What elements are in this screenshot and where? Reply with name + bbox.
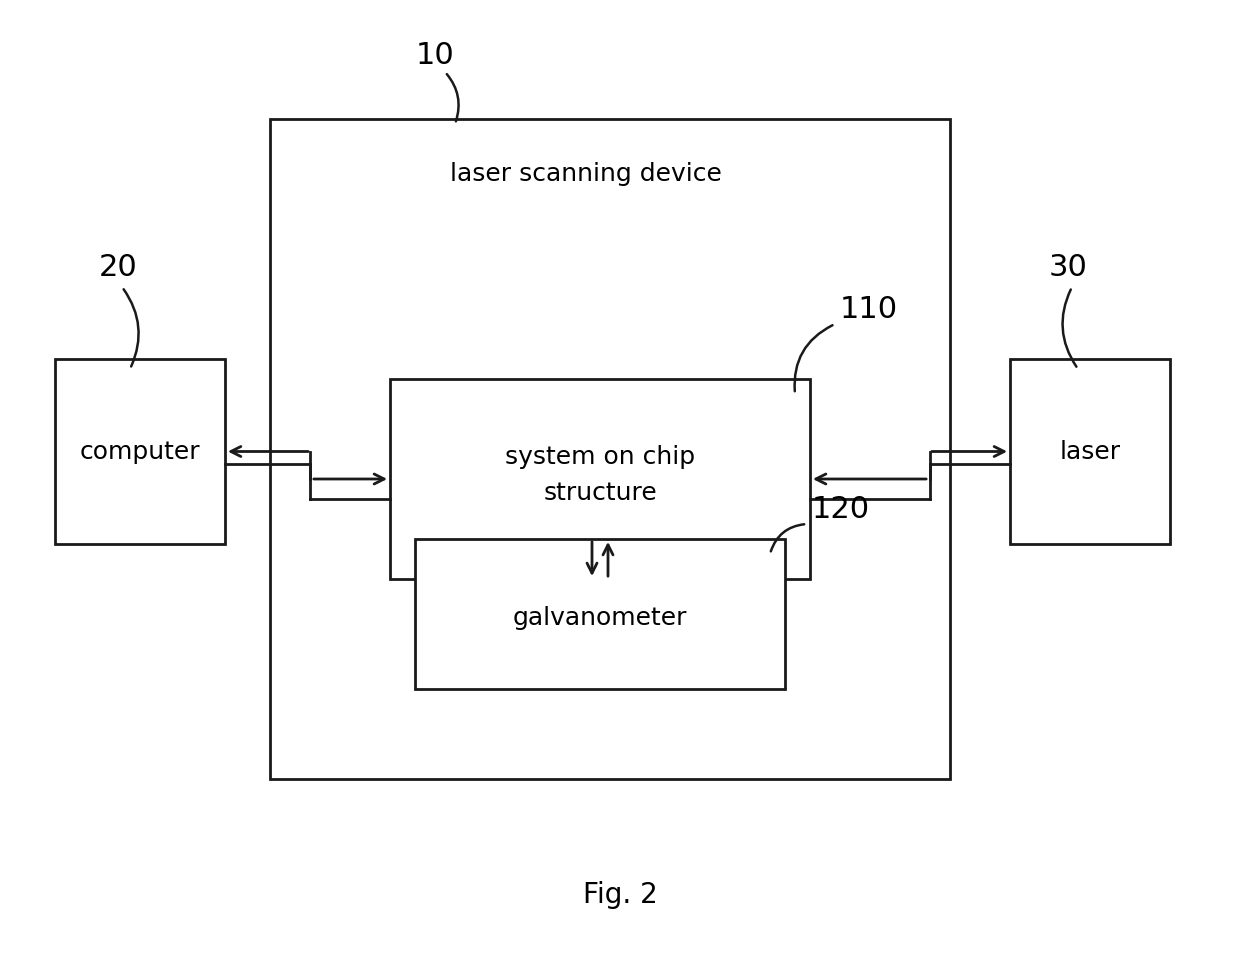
Text: laser: laser (1059, 439, 1121, 463)
Text: system on chip
structure: system on chip structure (505, 445, 696, 504)
Text: 120: 120 (812, 495, 870, 524)
Text: 20: 20 (99, 253, 138, 282)
Text: Fig. 2: Fig. 2 (583, 880, 657, 908)
Text: 10: 10 (415, 40, 454, 70)
Bar (270, 120, 950, 780)
Text: 30: 30 (1049, 253, 1087, 282)
Bar (55, 359, 224, 544)
Text: computer: computer (79, 439, 201, 463)
Text: 110: 110 (839, 295, 898, 324)
Bar (415, 539, 785, 689)
Bar (1011, 359, 1171, 544)
Text: laser scanning device: laser scanning device (450, 162, 722, 186)
Bar (391, 379, 810, 579)
Text: galvanometer: galvanometer (513, 605, 687, 629)
